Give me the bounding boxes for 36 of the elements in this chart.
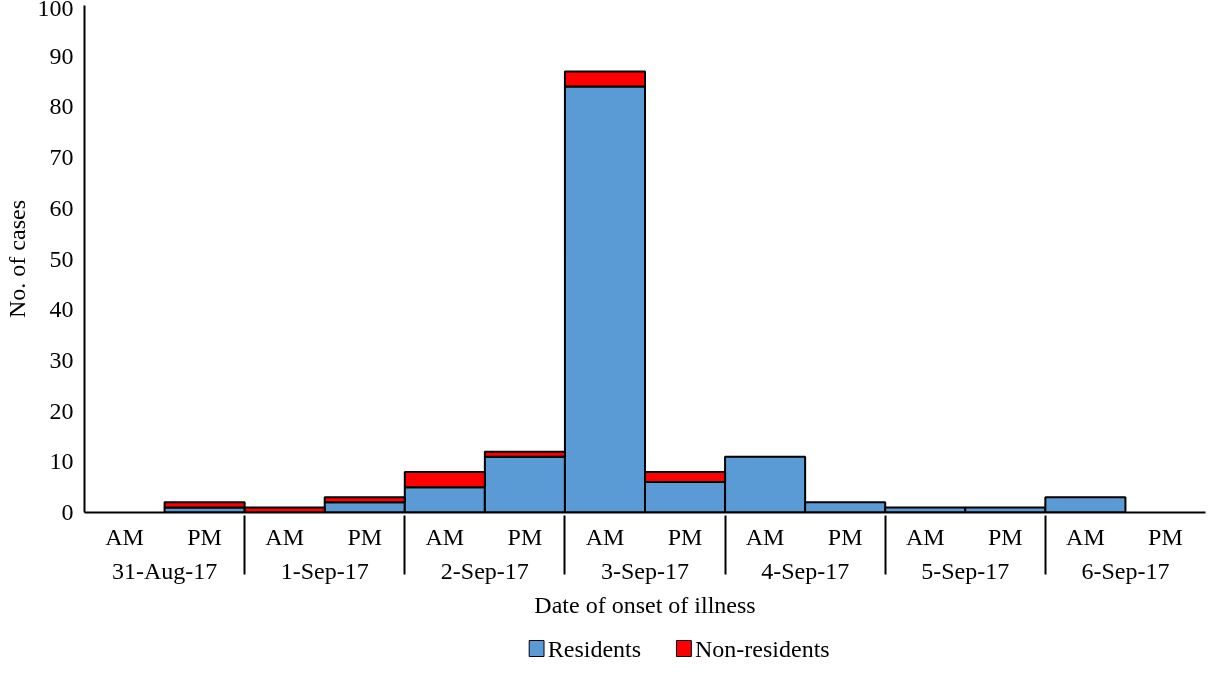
text: 5-Sep-17 bbox=[921, 557, 1010, 584]
x-tick-label: AM bbox=[265, 523, 305, 550]
text: 6-Sep-17 bbox=[1081, 557, 1170, 584]
legend-label: Non-residents bbox=[695, 635, 830, 662]
legend-label: Residents bbox=[547, 635, 642, 662]
text: 1-Sep-17 bbox=[280, 557, 369, 584]
text: 3-Sep-17 bbox=[601, 557, 689, 584]
y-tick-label: 30 bbox=[49, 346, 74, 373]
y-tick-label: 70 bbox=[49, 144, 74, 171]
x-tick-label: AM bbox=[585, 523, 625, 550]
x-tick-label: PM bbox=[827, 523, 863, 550]
text: 31-Aug-17 bbox=[111, 557, 218, 584]
text: 4-Sep-17 bbox=[761, 557, 850, 584]
y-tick-label: 80 bbox=[49, 93, 74, 120]
x-tick-label: PM bbox=[667, 523, 703, 550]
x-tick-label: PM bbox=[347, 523, 383, 550]
y-tick-label: 100 bbox=[37, 0, 74, 21]
x-tick-label: AM bbox=[905, 523, 945, 550]
x-tick-label: AM bbox=[1066, 523, 1105, 550]
x-tick-label: AM bbox=[745, 523, 785, 550]
x-tick-label: AM bbox=[425, 523, 465, 550]
y-tick-label: 20 bbox=[49, 397, 74, 424]
y-tick-label: 40 bbox=[49, 296, 74, 323]
y-tick-label: 90 bbox=[49, 42, 74, 69]
x-tick-label: PM bbox=[987, 523, 1023, 550]
x-tick-label: PM bbox=[187, 523, 222, 550]
y-tick-label: 60 bbox=[49, 194, 74, 221]
y-tick-label: 50 bbox=[49, 245, 74, 272]
x-axis-title: Date of onset of illness bbox=[534, 591, 756, 618]
y-axis-title: No. of cases bbox=[3, 200, 30, 318]
y-tick-label: 10 bbox=[49, 448, 74, 475]
y-tick-label: 0 bbox=[61, 499, 74, 525]
x-tick-label: PM bbox=[507, 523, 543, 550]
text: 2-Sep-17 bbox=[440, 557, 529, 584]
x-tick-label: AM bbox=[105, 523, 144, 550]
x-tick-label: PM bbox=[1148, 523, 1183, 550]
